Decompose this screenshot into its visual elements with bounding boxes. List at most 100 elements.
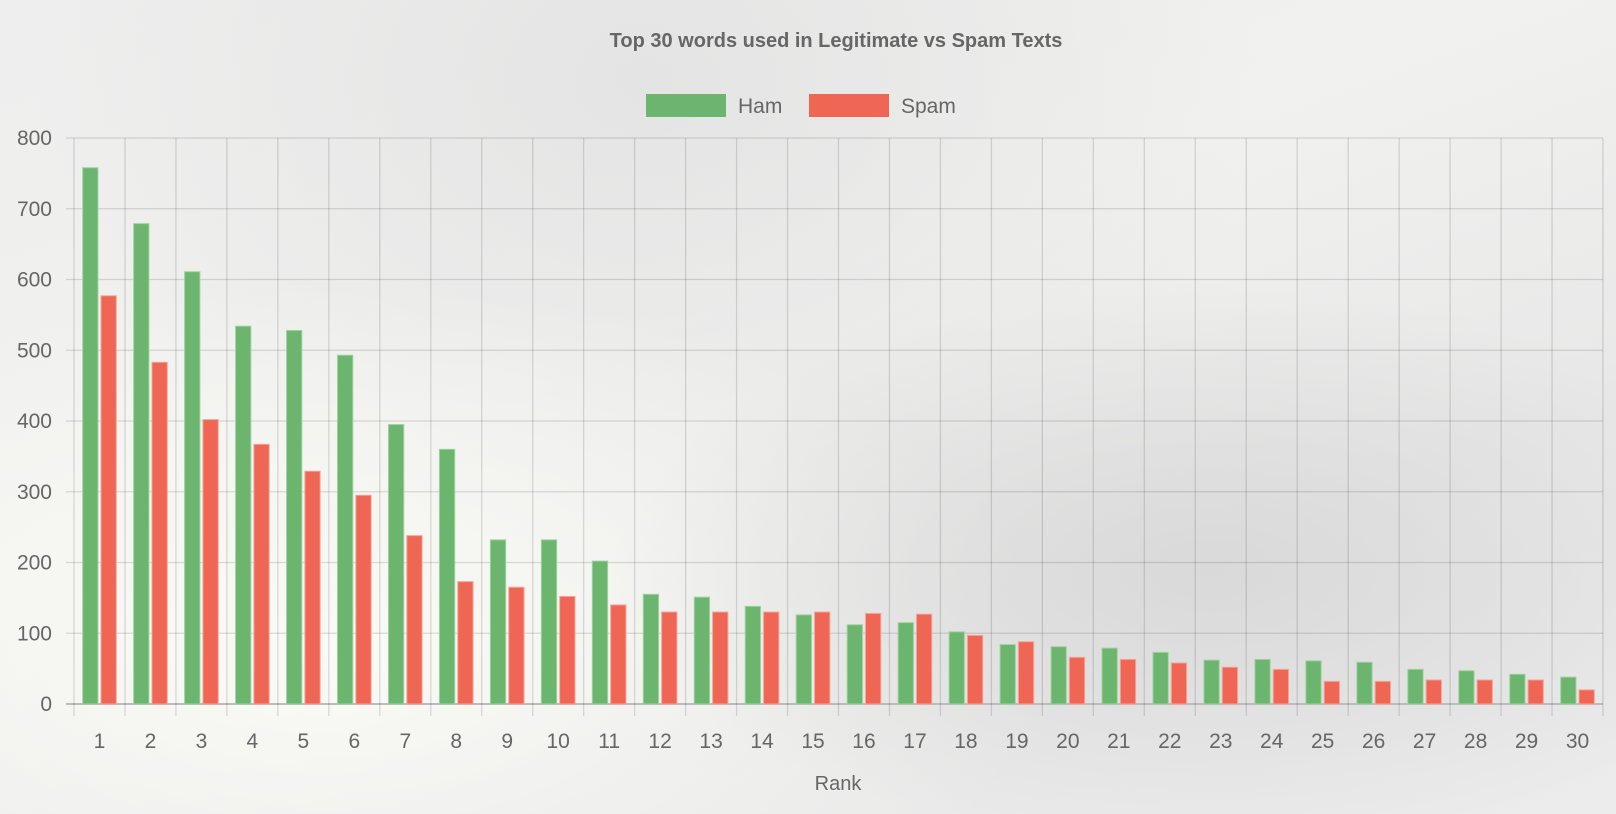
ham-bar-rank-22	[1152, 651, 1169, 705]
spam-bar-rank-20	[1068, 656, 1086, 705]
legend-swatch-spam	[809, 94, 889, 117]
ham-bar-rank-21	[1101, 647, 1118, 705]
spam-bar-rank-19	[1017, 641, 1035, 705]
x-tick-label: 4	[247, 730, 259, 753]
ham-bar-rank-26	[1356, 661, 1373, 705]
ham-bar-rank-24	[1254, 658, 1271, 705]
x-tick-label: 17	[903, 730, 926, 753]
spam-bar-rank-13	[712, 611, 729, 705]
x-tick-label: 23	[1209, 730, 1232, 753]
ham-bar-rank-19	[999, 644, 1016, 705]
grid	[66, 137, 1604, 716]
x-tick-label: 7	[399, 730, 411, 753]
x-tick-label: 18	[954, 730, 977, 753]
y-tick-label: 300	[17, 481, 52, 504]
spam-bar-rank-28	[1476, 679, 1493, 705]
y-tick-label: 800	[17, 127, 52, 150]
ham-bar-rank-8	[438, 448, 456, 705]
x-tick-label: 12	[648, 730, 671, 753]
x-tick-label: 29	[1515, 730, 1538, 753]
y-tick-label: 500	[17, 339, 52, 362]
ham-bar-rank-29	[1509, 673, 1526, 705]
ham-bar-rank-5	[286, 329, 303, 705]
spam-bar-rank-8	[457, 581, 474, 705]
spam-bar-rank-10	[559, 595, 576, 705]
spam-bar-rank-21	[1119, 658, 1137, 705]
spam-bar-rank-17	[915, 613, 933, 705]
y-tick-label: 600	[17, 269, 52, 292]
ham-bar-rank-18	[948, 631, 965, 705]
x-axis-title: Rank	[815, 773, 863, 795]
ham-bar-rank-6	[336, 354, 354, 705]
ham-bar-rank-23	[1203, 659, 1220, 705]
ham-bar-rank-11	[591, 560, 609, 705]
x-tick-label: 30	[1566, 730, 1589, 753]
x-tick-label: 10	[547, 730, 570, 753]
ham-bar-rank-14	[744, 605, 762, 705]
x-tick-label: 28	[1464, 730, 1487, 753]
ham-bar-rank-17	[897, 622, 914, 705]
ham-bar-rank-15	[795, 614, 812, 705]
spam-bar-rank-30	[1578, 689, 1595, 705]
bars	[82, 167, 1595, 705]
spam-bar-rank-24	[1272, 668, 1290, 705]
ham-bar-rank-16	[846, 624, 863, 705]
legend-swatch-ham	[646, 94, 726, 117]
y-tick-label: 700	[17, 198, 52, 221]
legend-label-ham: Ham	[738, 95, 782, 118]
x-tick-label: 22	[1158, 730, 1181, 753]
spam-bar-rank-1	[100, 295, 117, 705]
x-tick-label: 6	[348, 730, 360, 753]
ham-bar-rank-12	[642, 593, 660, 705]
ham-bar-rank-2	[133, 223, 150, 705]
ham-bar-rank-30	[1560, 676, 1577, 705]
y-axis: 0 100 200 300 400 500 600 700 800	[17, 127, 52, 716]
y-tick-label: 100	[17, 622, 52, 645]
ham-bar-rank-28	[1458, 670, 1475, 705]
ham-bar-rank-7	[387, 424, 405, 705]
ham-bar-rank-1	[82, 167, 99, 705]
spam-bar-rank-4	[253, 443, 270, 705]
spam-bar-rank-18	[966, 634, 984, 705]
x-tick-label: 25	[1311, 730, 1334, 753]
spam-bar-rank-7	[406, 535, 423, 705]
spam-bar-rank-29	[1527, 679, 1544, 705]
x-tick-label: 19	[1005, 730, 1028, 753]
x-tick-label: 11	[598, 730, 620, 753]
legend-label-spam: Spam	[901, 95, 956, 118]
spam-bar-rank-6	[355, 494, 372, 705]
spam-bar-rank-11	[610, 604, 627, 705]
spam-bar-rank-26	[1374, 680, 1391, 705]
x-tick-label: 21	[1107, 730, 1130, 753]
spam-bar-rank-3	[202, 419, 219, 705]
spam-bar-rank-22	[1170, 662, 1188, 705]
spam-bar-rank-15	[814, 611, 831, 705]
x-tick-label: 20	[1056, 730, 1079, 753]
x-tick-label: 8	[450, 730, 462, 753]
ham-bar-rank-13	[693, 596, 711, 705]
x-tick-label: 15	[801, 730, 824, 753]
x-tick-label: 27	[1413, 730, 1436, 753]
chart-title: Top 30 words used in Legitimate vs Spam …	[610, 30, 1063, 52]
ham-bar-rank-20	[1050, 646, 1067, 705]
x-tick-label: 1	[94, 730, 106, 753]
ham-bar-rank-10	[540, 539, 558, 705]
x-tick-label: 2	[145, 730, 157, 753]
legend: Ham Spam	[646, 94, 956, 118]
spam-bar-rank-23	[1221, 666, 1239, 705]
spam-bar-rank-16	[865, 612, 882, 705]
ham-bar-rank-27	[1407, 668, 1424, 705]
x-tick-label: 9	[501, 730, 513, 753]
x-axis: 1 2 3 4 5 6 7 8 9 10 11 12 13 14 15 16 17 18 19 20 21 22 23 24 2…	[94, 730, 1590, 753]
x-tick-label: 5	[298, 730, 310, 753]
y-tick-label: 200	[17, 552, 52, 575]
spam-bar-rank-9	[508, 586, 525, 705]
spam-bar-rank-27	[1425, 679, 1442, 705]
x-tick-label: 26	[1362, 730, 1385, 753]
x-tick-label: 16	[852, 730, 875, 753]
spam-bar-rank-2	[151, 361, 168, 705]
spam-bar-rank-25	[1323, 680, 1341, 705]
spam-bar-rank-12	[661, 611, 678, 705]
x-tick-label: 14	[750, 730, 774, 753]
